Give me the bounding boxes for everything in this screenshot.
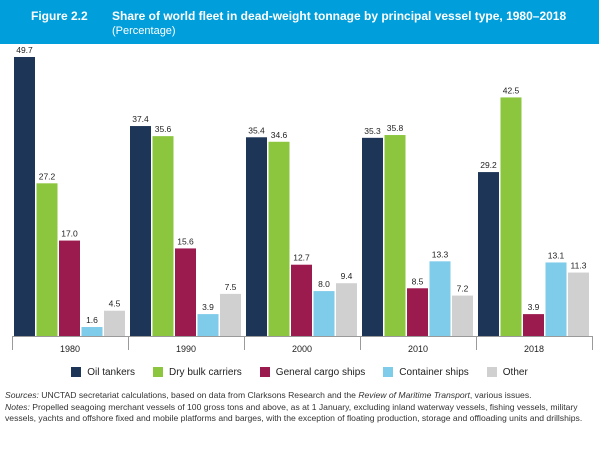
legend-item: Dry bulk carriers [153, 367, 242, 378]
bar-general-cargo-ships [523, 314, 544, 336]
x-tick-label: 2000 [292, 344, 312, 354]
bar-oil-tankers [246, 137, 267, 336]
notes-line: Notes: Propelled seagoing merchant vesse… [5, 402, 595, 425]
chart-notes: Sources: UNCTAD secretariat calculations… [5, 390, 595, 425]
bar-container-ships [197, 314, 219, 336]
bar-oil-tankers [130, 126, 151, 337]
legend-item: Other [486, 366, 528, 378]
legend-label: Oil tankers [87, 366, 135, 378]
legend-swatch [259, 367, 270, 377]
legend-swatch [383, 367, 394, 377]
data-label: 35.6 [155, 124, 172, 134]
data-label: 12.7 [293, 253, 310, 263]
legend-swatch [71, 367, 82, 377]
bar-dry-bulk-carriers [500, 97, 522, 336]
data-label: 13.3 [432, 249, 449, 259]
figure-header: Figure 2.2 Share of world fleet in dead-… [0, 0, 599, 44]
bar-general-cargo-ships [59, 240, 80, 336]
legend-label: Dry bulk carriers [169, 366, 242, 378]
bar-chart: 49.7 27.2 17.0 1.6 4.5 1980 37.4 35.6 15.6 3.9 7.5… [12, 45, 593, 354]
notes-text: Propelled seagoing merchant vessels of 1… [5, 401, 583, 424]
bar-other [568, 272, 589, 336]
sources-text-1: UNCTAD secretariat calculations, based o… [38, 390, 359, 400]
data-label: 15.6 [177, 236, 194, 246]
bar-other [452, 295, 473, 336]
data-label: 8.0 [318, 279, 330, 289]
data-label: 34.6 [271, 130, 288, 140]
data-label: 11.3 [571, 261, 587, 271]
legend-swatch [153, 367, 163, 377]
data-label: 35.4 [248, 125, 265, 135]
legend-item: Container ships [383, 366, 469, 378]
bar-dry-bulk-carriers [268, 141, 290, 336]
bar-other [104, 310, 125, 336]
sources-text-2: , various issues. [469, 390, 532, 400]
legend-label: General cargo ships [275, 366, 366, 378]
bar-dry-bulk-carriers [36, 183, 58, 336]
bar-container-ships [545, 262, 567, 336]
data-label: 17.0 [61, 229, 78, 239]
bar-container-ships [429, 261, 451, 336]
data-label: 7.5 [225, 282, 237, 292]
legend-item: Oil tankers [71, 367, 135, 378]
chart-title: Share of world fleet in dead-weight tonn… [112, 9, 567, 23]
x-tick-label: 2010 [408, 344, 428, 354]
legend-label: Container ships [399, 366, 469, 378]
data-label: 4.5 [109, 299, 121, 309]
data-label: 35.3 [364, 126, 381, 136]
chart-subtitle: (Percentage) [112, 25, 176, 37]
data-label: 3.9 [528, 302, 540, 312]
bar-other [336, 283, 357, 336]
bar-container-ships [81, 327, 103, 336]
bar-other [220, 293, 241, 336]
notes-label: Notes: [5, 401, 30, 412]
chart-legend: Oil tankers Dry bulk carriers General carg… [0, 362, 599, 382]
bar-dry-bulk-carriers [152, 136, 174, 336]
x-tick-label: 1990 [176, 344, 196, 354]
x-tick-label: 2018 [524, 344, 544, 354]
bar-general-cargo-ships [175, 248, 196, 336]
x-tick-label: 1980 [60, 344, 80, 354]
legend-item: General cargo ships [259, 366, 366, 378]
data-label: 42.5 [503, 85, 520, 95]
data-label: 3.9 [202, 302, 214, 312]
data-label: 13.1 [548, 250, 565, 260]
data-label: 29.2 [480, 160, 497, 170]
sources-line: Sources: UNCTAD secretariat calculations… [5, 390, 595, 402]
legend-swatch [486, 367, 497, 377]
data-label: 9.4 [341, 271, 353, 281]
legend-label: Other [502, 366, 528, 378]
data-label: 1.6 [86, 315, 98, 325]
data-label: 35.8 [387, 123, 404, 133]
data-label: 8.5 [412, 276, 424, 286]
bar-oil-tankers [478, 172, 499, 336]
bar-general-cargo-ships [291, 264, 312, 336]
figure-label: Figure 2.2 [31, 9, 88, 23]
data-label: 37.4 [132, 114, 149, 124]
bar-container-ships [313, 291, 335, 336]
bar-dry-bulk-carriers [384, 135, 406, 336]
bar-oil-tankers [14, 57, 35, 336]
data-label: 27.2 [39, 171, 56, 181]
bar-general-cargo-ships [407, 288, 428, 336]
data-label: 49.7 [16, 45, 33, 55]
sources-italic: Review of Maritime Transport [358, 390, 470, 400]
bar-oil-tankers [362, 137, 383, 336]
data-label: 7.2 [457, 284, 469, 294]
sources-label: Sources: [5, 390, 39, 400]
